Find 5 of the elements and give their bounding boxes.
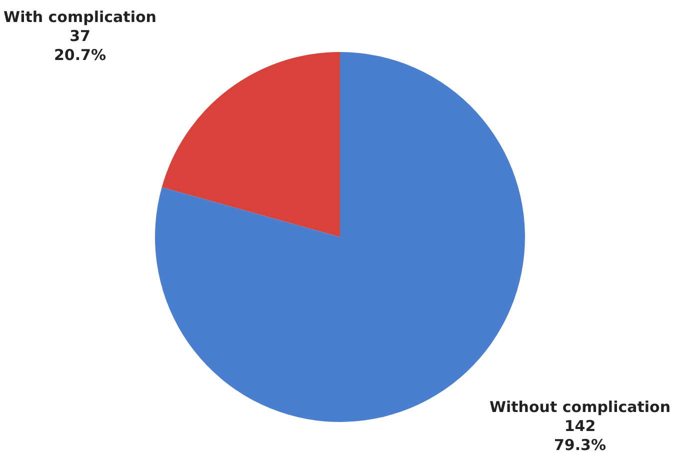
data-label: 37 20.7% [54,27,106,64]
slice-label: Without complication [489,398,671,416]
pie-slice [162,52,340,237]
data-label: 142 79.3% [554,417,606,454]
slice-label: With complication [4,8,156,26]
